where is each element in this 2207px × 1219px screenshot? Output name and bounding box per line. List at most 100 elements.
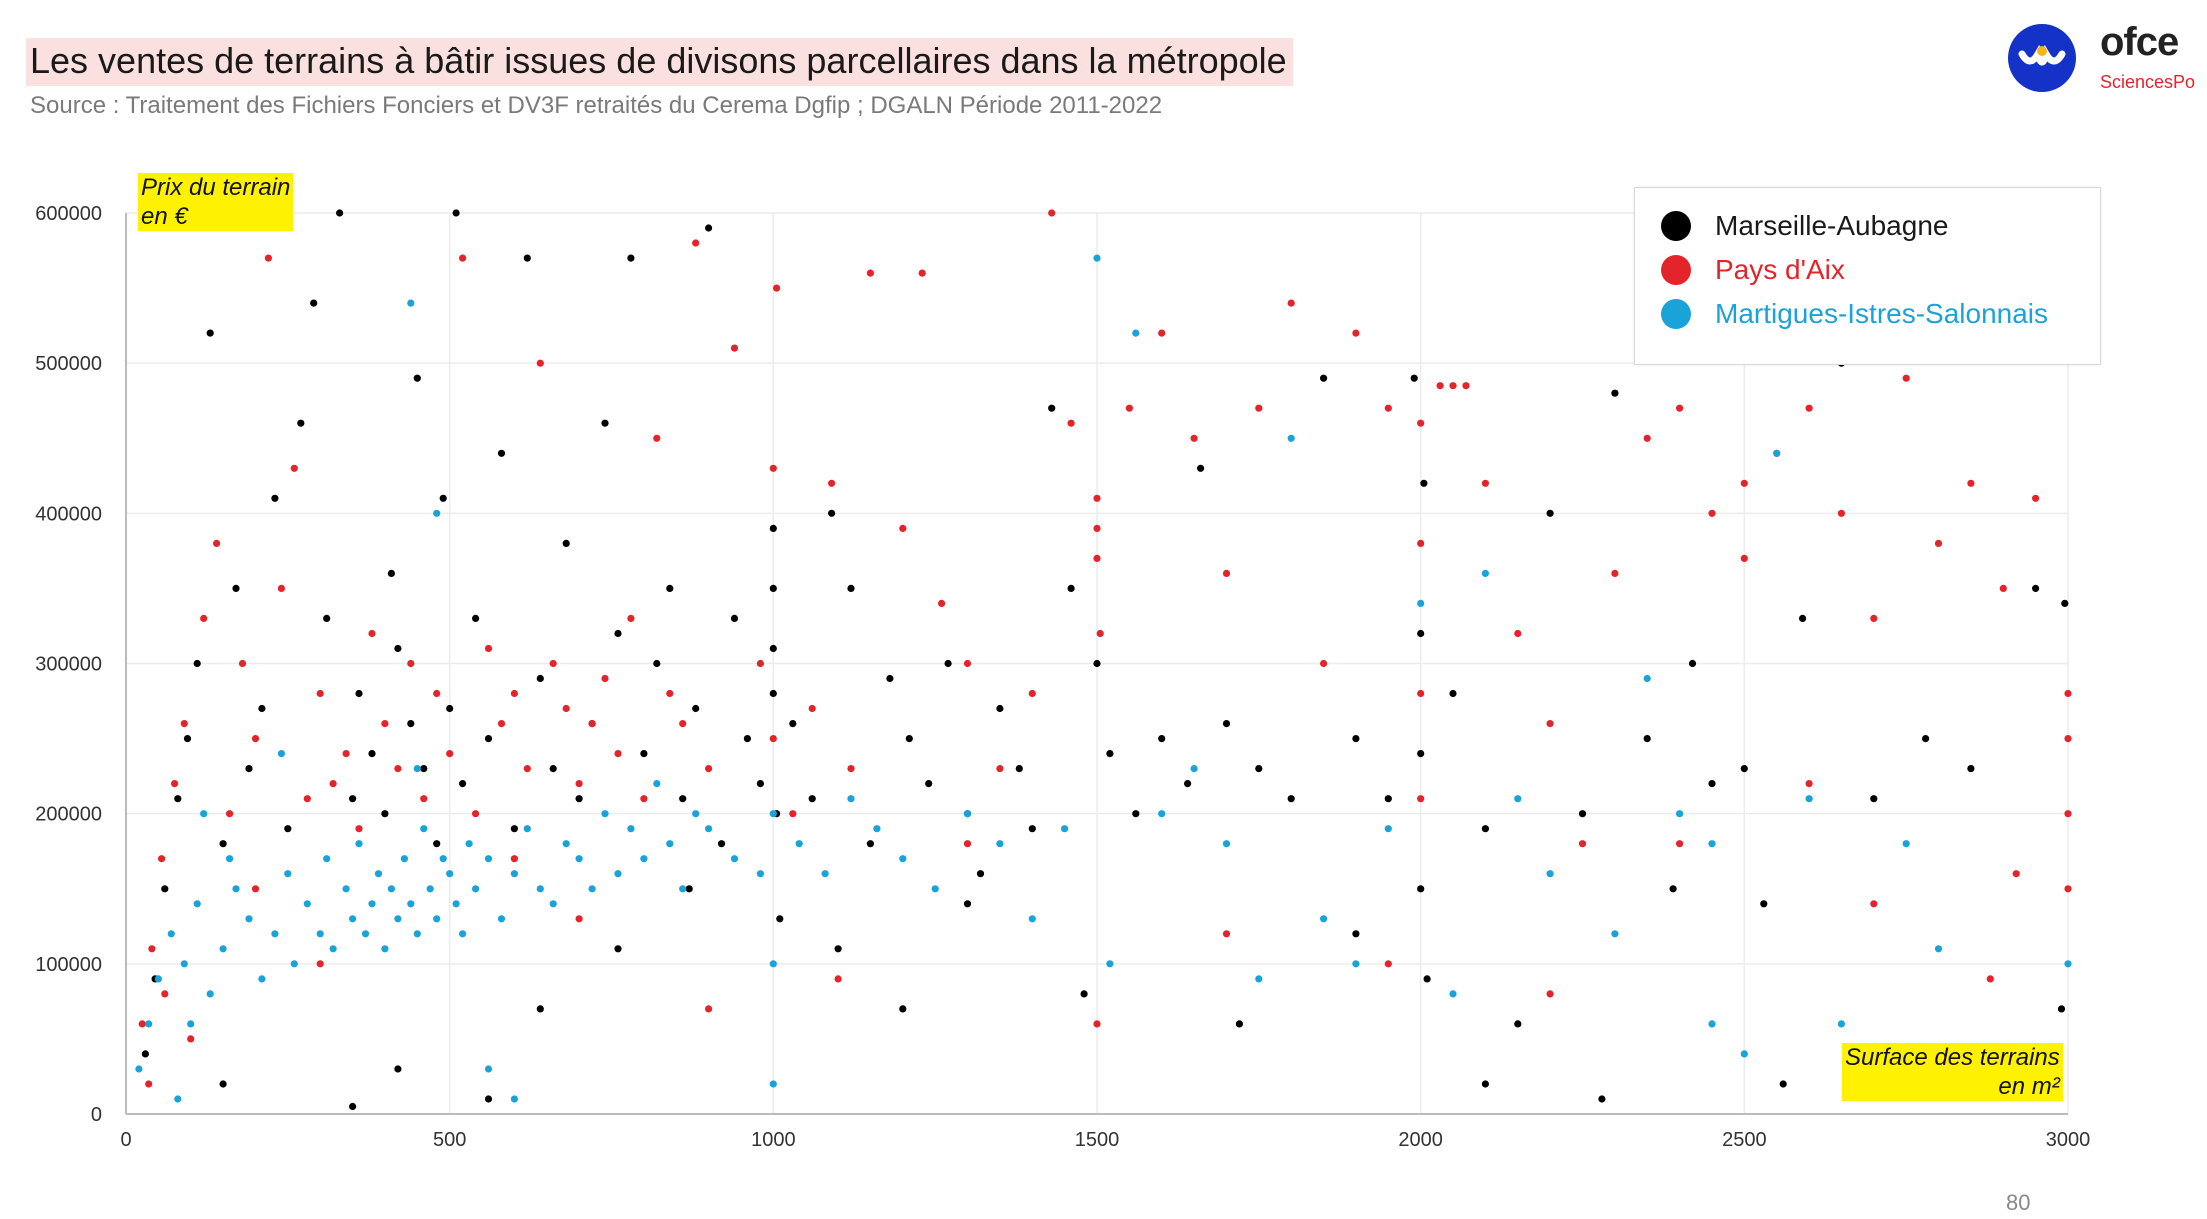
data-point-marseille-aubagne <box>769 524 777 533</box>
data-point-marseille-aubagne <box>1106 750 1114 758</box>
data-point-marseille-aubagne <box>1760 900 1768 908</box>
data-point-martigues-istres-salonnais <box>1255 975 1263 983</box>
data-point-martigues-istres-salonnais <box>1611 930 1619 938</box>
data-point-martigues-istres-salonnais <box>459 930 467 938</box>
data-point-pays-d-aix <box>1999 584 2007 593</box>
data-point-marseille-aubagne <box>310 299 318 307</box>
y-tick-label: 200000 <box>35 804 102 826</box>
data-point-marseille-aubagne <box>206 329 214 337</box>
data-point-martigues-istres-salonnais <box>666 840 674 848</box>
data-point-martigues-istres-salonnais <box>1320 915 1328 923</box>
data-point-marseille-aubagne <box>1967 765 1975 773</box>
data-point-pays-d-aix <box>773 284 781 292</box>
data-point-martigues-istres-salonnais <box>420 825 428 833</box>
data-point-pays-d-aix <box>666 689 674 698</box>
data-point-martigues-istres-salonnais <box>316 930 324 938</box>
data-point-martigues-istres-salonnais <box>290 960 298 968</box>
data-point-pays-d-aix <box>226 810 234 818</box>
data-point-marseille-aubagne <box>394 644 402 653</box>
data-point-pays-d-aix <box>1222 930 1231 938</box>
data-point-pays-d-aix <box>627 614 635 623</box>
data-point-martigues-istres-salonnais <box>2064 960 2072 968</box>
data-point-marseille-aubagne <box>284 825 292 833</box>
data-point-martigues-istres-salonnais <box>187 1020 195 1028</box>
data-point-martigues-istres-salonnais <box>349 915 357 923</box>
data-point-martigues-istres-salonnais <box>1449 990 1457 998</box>
data-point-pays-d-aix <box>730 344 739 352</box>
data-point-pays-d-aix <box>575 915 583 923</box>
data-point-pays-d-aix <box>2064 689 2072 698</box>
data-point-martigues-istres-salonnais <box>484 1065 493 1073</box>
data-point-martigues-istres-salonnais <box>167 930 175 938</box>
data-point-marseille-aubagne <box>1514 1020 1522 1028</box>
data-point-marseille-aubagne <box>705 224 713 232</box>
data-point-marseille-aubagne <box>756 780 765 788</box>
data-point-pays-d-aix <box>789 810 797 818</box>
data-point-marseille-aubagne <box>536 674 544 683</box>
data-point-pays-d-aix <box>1481 479 1489 487</box>
data-point-marseille-aubagne <box>1015 765 1023 773</box>
data-point-martigues-istres-salonnais <box>323 855 331 863</box>
data-point-martigues-istres-salonnais <box>1384 825 1392 833</box>
data-point-martigues-istres-salonnais <box>769 810 777 818</box>
data-point-marseille-aubagne <box>219 840 227 848</box>
data-point-martigues-istres-salonnais <box>523 825 531 833</box>
data-point-pays-d-aix <box>549 659 557 668</box>
data-point-pays-d-aix <box>963 840 972 848</box>
data-point-marseille-aubagne <box>1410 374 1418 382</box>
data-point-martigues-istres-salonnais <box>135 1065 143 1073</box>
data-point-martigues-istres-salonnais <box>219 945 227 953</box>
data-point-pays-d-aix <box>614 750 622 758</box>
data-point-marseille-aubagne <box>510 825 518 833</box>
data-point-pays-d-aix <box>329 780 337 788</box>
data-point-marseille-aubagne <box>769 584 777 593</box>
data-point-pays-d-aix <box>705 1005 713 1013</box>
data-point-pays-d-aix <box>692 239 700 247</box>
data-point-marseille-aubagne <box>1449 689 1457 698</box>
data-point-martigues-istres-salonnais <box>1190 765 1198 773</box>
data-point-martigues-istres-salonnais <box>361 930 370 938</box>
data-point-pays-d-aix <box>368 629 376 638</box>
data-point-pays-d-aix <box>705 765 713 773</box>
data-point-martigues-istres-salonnais <box>381 945 389 953</box>
data-point-marseille-aubagne <box>1235 1020 1243 1028</box>
data-point-pays-d-aix <box>756 659 765 668</box>
data-point-marseille-aubagne <box>381 810 389 818</box>
data-point-marseille-aubagne <box>905 735 913 743</box>
data-point-marseille-aubagne <box>1384 795 1392 803</box>
data-point-marseille-aubagne <box>1197 464 1205 472</box>
data-point-pays-d-aix <box>1417 539 1425 548</box>
data-point-marseille-aubagne <box>976 870 985 878</box>
data-point-martigues-istres-salonnais <box>433 915 441 923</box>
x-tick-label: 3000 <box>2046 1129 2091 1151</box>
data-point-martigues-istres-salonnais <box>679 885 687 893</box>
data-point-marseille-aubagne <box>1922 735 1930 743</box>
data-point-pays-d-aix <box>420 795 428 803</box>
data-point-pays-d-aix <box>769 464 777 472</box>
data-point-martigues-istres-salonnais <box>1481 569 1489 578</box>
data-point-marseille-aubagne <box>1184 780 1192 788</box>
data-point-martigues-istres-salonnais <box>1158 810 1166 818</box>
data-point-marseille-aubagne <box>653 659 661 668</box>
y-tick-label: 0 <box>91 1104 102 1126</box>
data-point-martigues-istres-salonnais <box>1708 1020 1716 1028</box>
y-tick-label: 500000 <box>35 353 102 375</box>
data-point-marseille-aubagne <box>1779 1080 1787 1088</box>
data-point-martigues-istres-salonnais <box>145 1020 153 1028</box>
data-point-marseille-aubagne <box>183 735 192 743</box>
data-point-marseille-aubagne <box>2061 599 2069 608</box>
data-point-martigues-istres-salonnais <box>193 900 201 908</box>
data-point-marseille-aubagne <box>1546 509 1554 517</box>
data-point-marseille-aubagne <box>1799 614 1807 623</box>
legend-label: Martigues-Istres-Salonnais <box>1715 298 2049 329</box>
data-point-marseille-aubagne <box>640 750 648 758</box>
data-point-pays-d-aix <box>653 434 661 442</box>
data-point-martigues-istres-salonnais <box>258 975 266 983</box>
data-point-marseille-aubagne <box>2057 1005 2066 1013</box>
data-point-marseille-aubagne <box>1093 659 1101 668</box>
data-point-marseille-aubagne <box>1481 825 1489 833</box>
data-point-martigues-istres-salonnais <box>510 1095 518 1103</box>
data-point-pays-d-aix <box>1158 329 1166 337</box>
y-tick-label: 300000 <box>35 654 102 676</box>
data-point-pays-d-aix <box>2064 810 2072 818</box>
